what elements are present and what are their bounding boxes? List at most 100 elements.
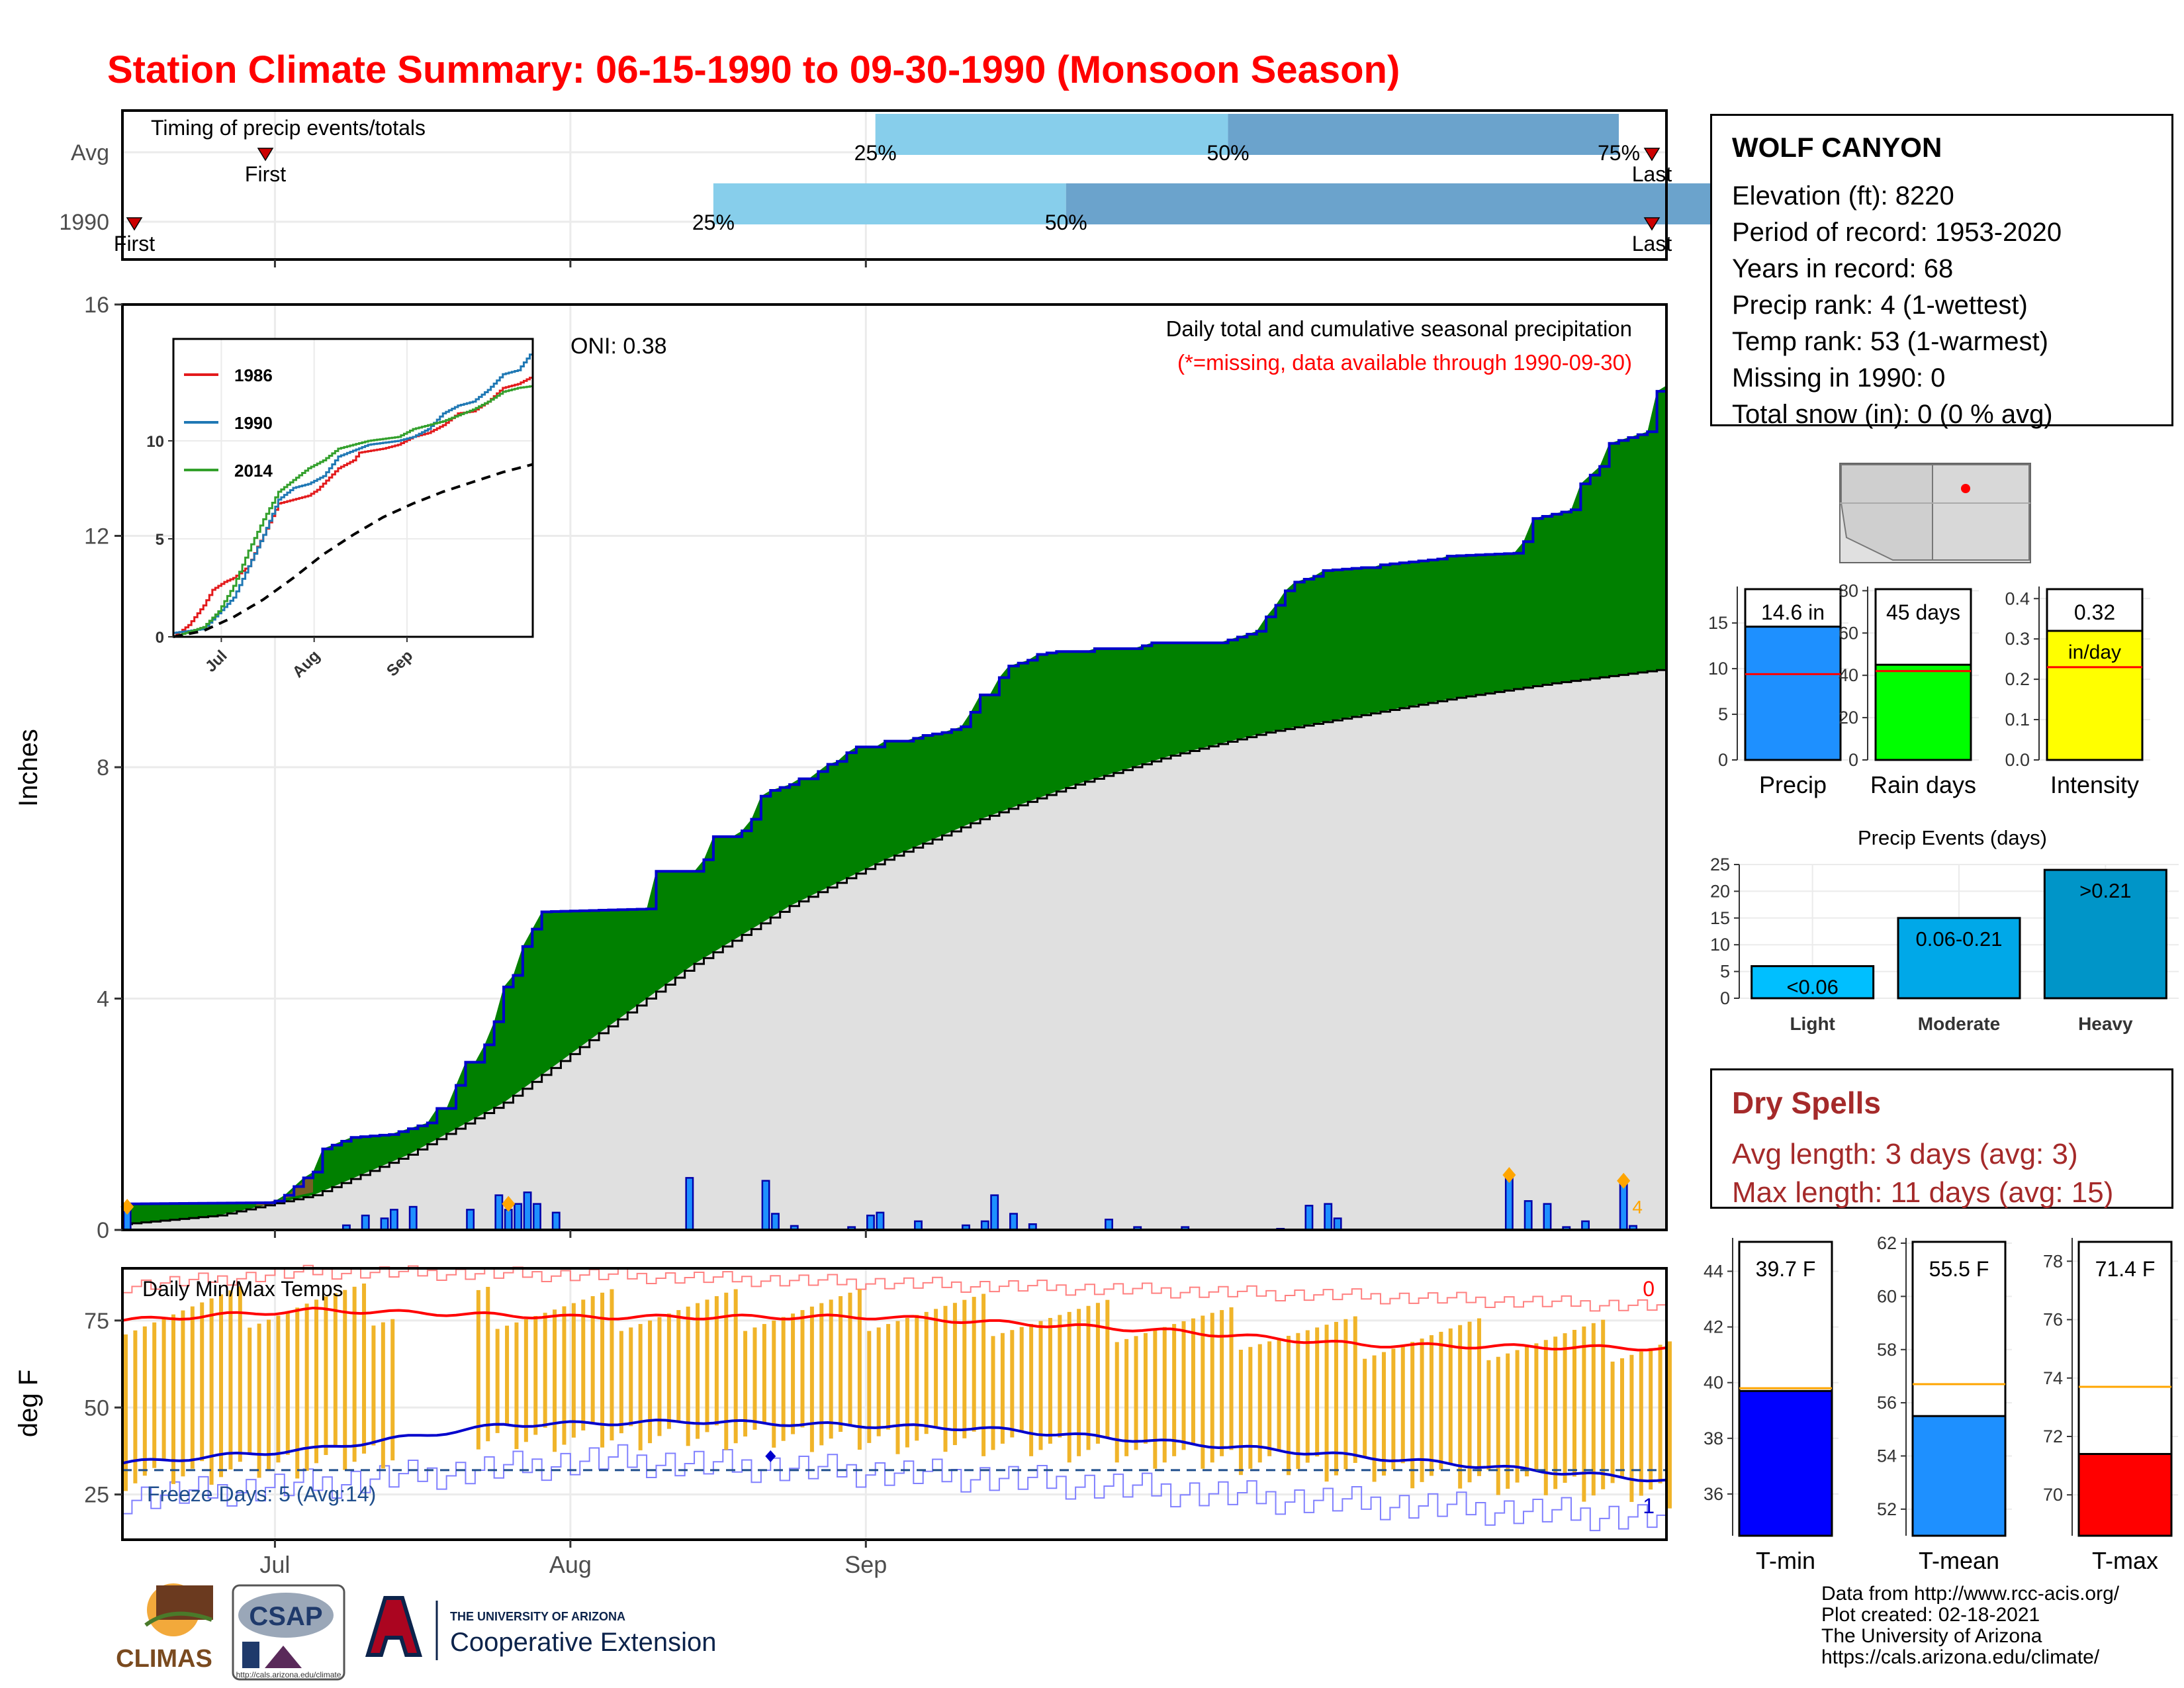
mini-value-bar <box>2046 630 2144 761</box>
station-temp-rank: Temp rank: 53 (1-warmest) <box>1732 327 2048 356</box>
inset-series-line <box>173 350 534 634</box>
events-bar-label: 0.06-0.21 <box>1916 927 2003 951</box>
mini-category-label: Precip <box>1759 771 1827 798</box>
temp-daily-bar <box>1248 1346 1253 1469</box>
temp-daily-bar <box>972 1297 976 1432</box>
timing-row-label: 1990 <box>59 210 109 235</box>
station-snow: Total snow (in): 0 (0 % avg) <box>1732 400 2053 429</box>
csap-logo-cloud-icon <box>238 1593 334 1638</box>
temp-daily-bar <box>600 1292 605 1448</box>
timing-first-label: First <box>114 232 155 256</box>
temp-daily-bar <box>962 1299 967 1438</box>
csap-logo-bars-icon <box>242 1642 259 1668</box>
temp-daily-bar <box>581 1299 586 1430</box>
temp-daily-bar <box>1077 1309 1081 1456</box>
temp-daily-bar <box>762 1324 766 1423</box>
temp-daily-bar <box>1582 1326 1586 1502</box>
temp-daily-bar <box>1038 1321 1043 1450</box>
precip-daily-bar <box>1009 1213 1018 1231</box>
temp-daily-bar <box>1420 1338 1424 1482</box>
temp-ytick-label: 25 <box>84 1483 109 1508</box>
mini-ytick-label: 80 <box>1839 581 1858 600</box>
temp-daily-bar <box>752 1327 757 1430</box>
temp-daily-bar <box>1048 1317 1052 1444</box>
precip-daily-bar <box>1304 1205 1314 1231</box>
precip-daily-bar <box>1105 1219 1113 1231</box>
temp-daily-bar <box>371 1325 376 1446</box>
temp-daily-bar <box>772 1320 776 1448</box>
temp-daily-bar <box>1610 1361 1615 1483</box>
temp-daily-bar <box>1619 1358 1624 1477</box>
temp-daily-bar <box>514 1322 519 1450</box>
temp-daily-bar <box>1534 1343 1539 1470</box>
temp-daily-bar <box>1486 1360 1491 1470</box>
temp-daily-bar <box>1058 1315 1062 1438</box>
precip-daily-bar <box>990 1194 999 1231</box>
precip-cumulative-line <box>122 385 1668 1205</box>
events-bar <box>2043 868 2167 1000</box>
temp-daily-bar <box>714 1296 719 1426</box>
inset-series-line <box>173 463 533 638</box>
temp-daily-bar <box>562 1306 567 1445</box>
mini-value-label: 14.6 in <box>1761 600 1825 624</box>
temp-daily-bar <box>1439 1331 1443 1470</box>
precip-daily-bar <box>514 1203 523 1231</box>
precip-ytick-label: 16 <box>84 293 109 318</box>
precip-surplus-area <box>122 385 1666 1225</box>
tbar-ytick-label: 60 <box>1877 1286 1897 1306</box>
temp-daily-bar <box>1601 1319 1606 1489</box>
precip-daily-bar <box>523 1191 532 1231</box>
tbar-value-bar <box>2077 1452 2173 1537</box>
timing-first-label: First <box>245 162 286 186</box>
station-missing: Missing in 1990: 0 <box>1732 363 1946 393</box>
timing-bar-q1 <box>875 114 1228 155</box>
temp-daily-bar <box>1134 1336 1138 1450</box>
precip-daily-bar <box>408 1205 418 1231</box>
tbar-ytick-label: 78 <box>2043 1251 2063 1271</box>
temp-daily-bar <box>666 1313 671 1429</box>
temp-daily-bar <box>809 1306 814 1452</box>
tbar-ytick-label: 56 <box>1877 1393 1897 1413</box>
tbar-ytick-label: 76 <box>2043 1310 2063 1330</box>
timing-last-marker <box>1643 148 1661 162</box>
timing-p50-label: 50% <box>1207 141 1250 165</box>
csap-logo-text: CSAP <box>249 1602 322 1631</box>
ua-logo-big-text: Cooperative Extension <box>450 1628 716 1657</box>
precip-daily-bar <box>361 1214 370 1231</box>
temp-daily-bar <box>1201 1315 1205 1469</box>
events-ytick-label: 20 <box>1710 881 1730 901</box>
temp-daily-bar <box>1410 1342 1415 1489</box>
temp-daily-bar <box>533 1316 538 1435</box>
temp-daily-bar <box>1543 1340 1548 1495</box>
station-location-dot <box>1961 484 1970 493</box>
temp-record-line <box>122 1444 1667 1532</box>
temp-daily-bar <box>1181 1321 1186 1450</box>
events-bar <box>1897 917 2021 1000</box>
temp-daily-bar <box>724 1292 729 1450</box>
temp-daily-bar <box>905 1317 909 1448</box>
temp-daily-bar <box>1191 1318 1195 1444</box>
ua-logo-small-text: THE UNIVERSITY OF ARIZONA <box>450 1610 625 1623</box>
temp-daily-bar <box>1343 1319 1348 1470</box>
mini-ytick-label: 0 <box>1848 750 1858 770</box>
temp-daily-bar <box>1105 1299 1110 1438</box>
timing-last-marker <box>1643 217 1661 231</box>
mini-ytick-label: 60 <box>1839 623 1858 643</box>
station-elevation: Elevation (ft): 8220 <box>1732 181 1954 211</box>
station-period: Period of record: 1953-2020 <box>1732 218 2062 247</box>
temp-daily-bar <box>924 1311 929 1434</box>
precip-caption: Daily total and cumulative seasonal prec… <box>1166 316 1632 341</box>
page-title: Station Climate Summary: 06-15-1990 to 0… <box>107 48 1400 91</box>
temp-daily-bar <box>1238 1350 1243 1476</box>
events-ytick-label: 5 <box>1720 962 1730 982</box>
temp-ytick-label: 50 <box>84 1395 109 1421</box>
mini-ytick-label: 0.3 <box>2005 629 2030 649</box>
temp-daily-bar <box>1515 1350 1520 1483</box>
temp-daily-bar <box>991 1336 995 1450</box>
precip-daily-bar <box>504 1209 513 1231</box>
temp-daily-bar <box>343 1289 347 1470</box>
temp-daily-bar <box>829 1299 833 1439</box>
temp-daily-bar <box>324 1296 328 1456</box>
temp-daily-bar <box>1286 1335 1291 1476</box>
